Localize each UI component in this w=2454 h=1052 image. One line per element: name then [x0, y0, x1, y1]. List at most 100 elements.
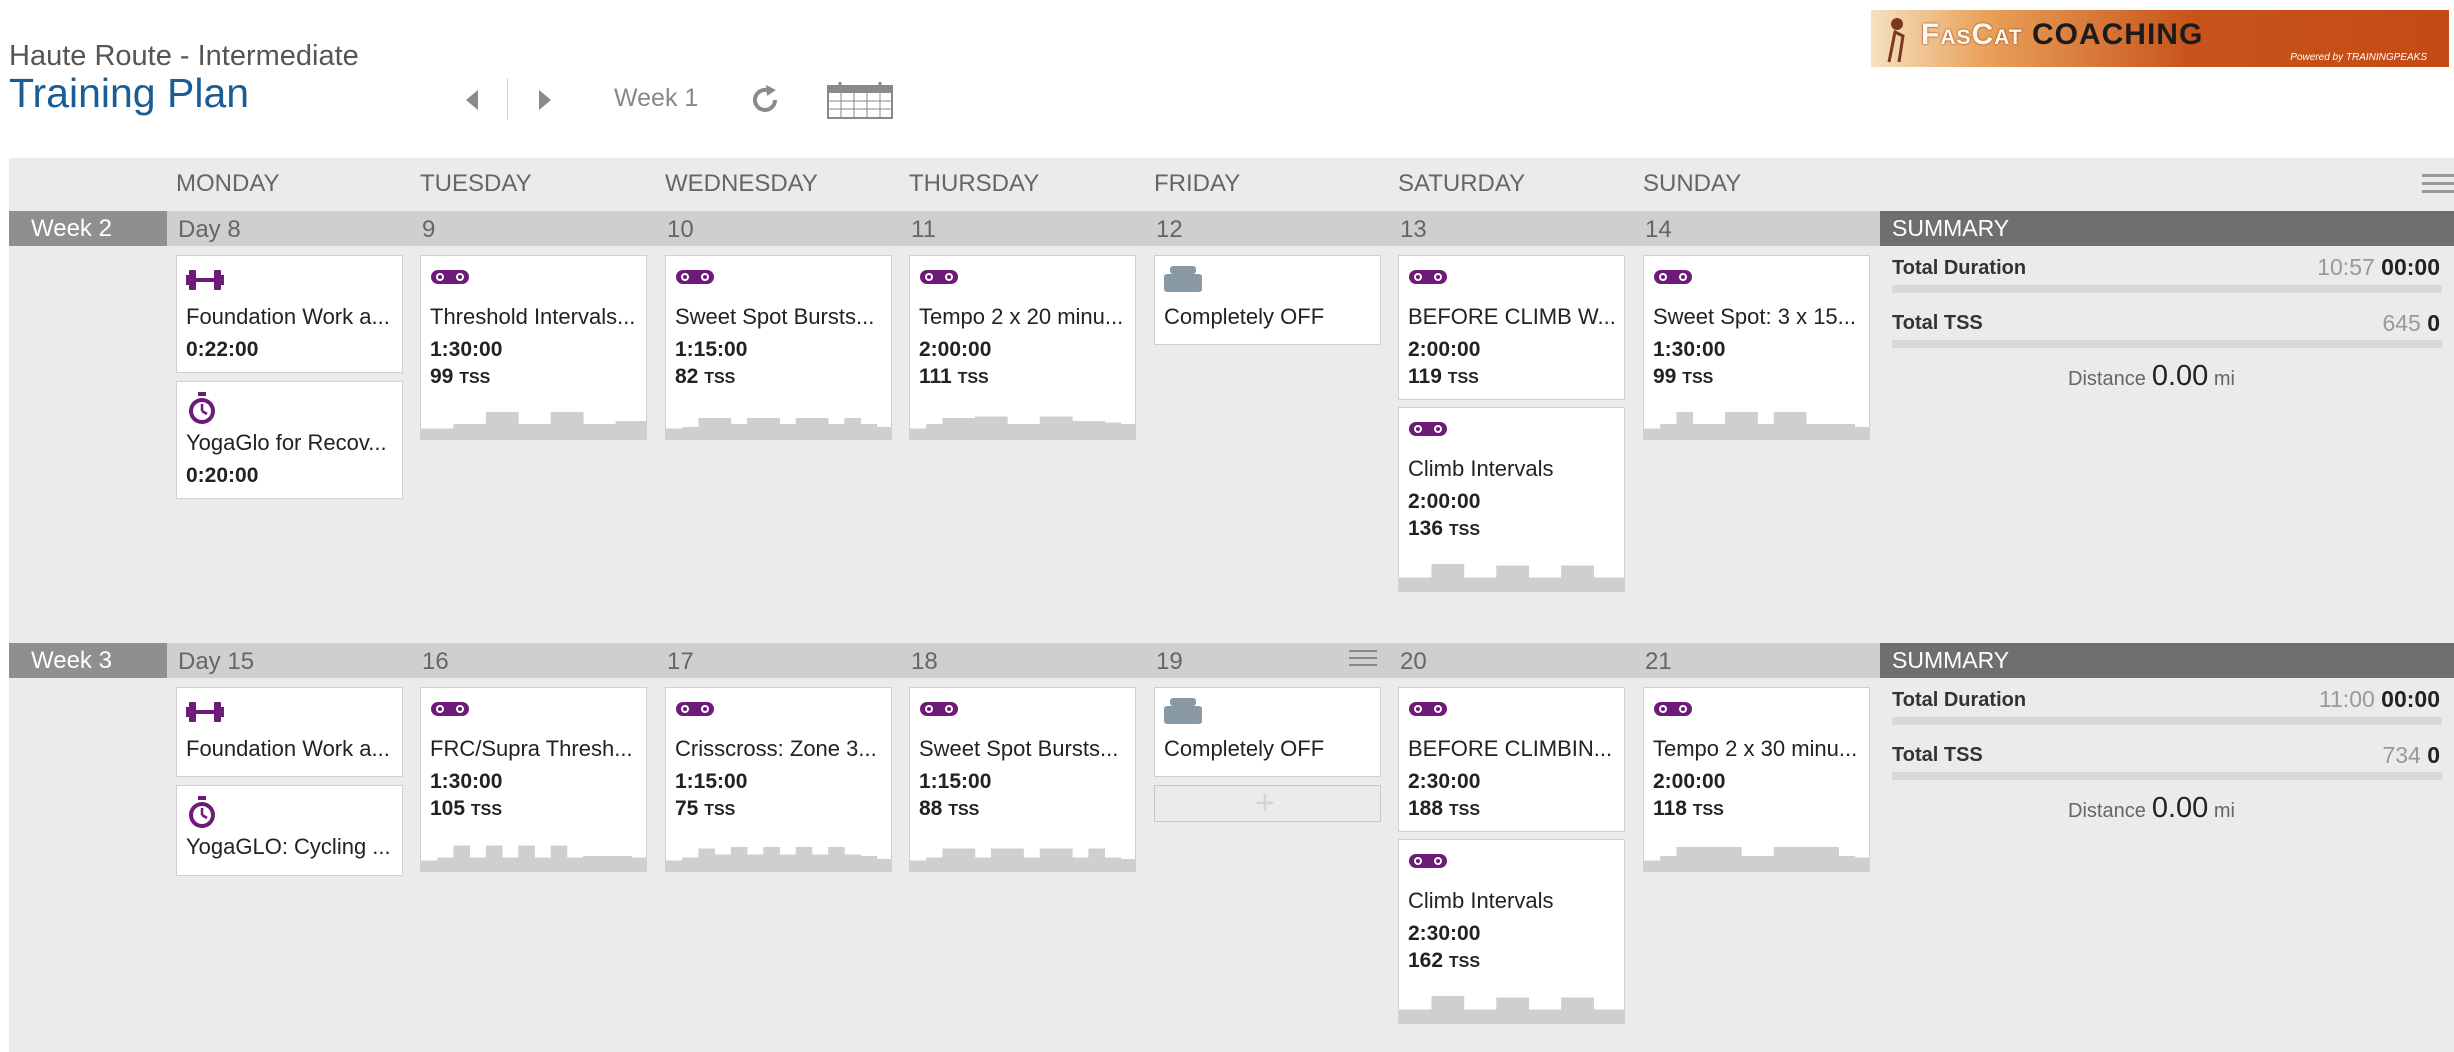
- profile-bar: [1480, 577, 1497, 591]
- total-tss-value: 645 0: [2382, 310, 2440, 337]
- workout-card[interactable]: Foundation Work a... 0:22:00: [176, 255, 403, 373]
- workout-card[interactable]: Climb Intervals 2:30:00 162 TSS: [1398, 839, 1625, 1024]
- previous-week-button[interactable]: [452, 82, 492, 118]
- workout-card[interactable]: BEFORE CLIMBIN... 2:30:00 188 TSS: [1398, 687, 1625, 832]
- profile-bar: [1773, 847, 1791, 871]
- profile-bar: [485, 845, 503, 871]
- distance-summary: Distance 0.00 mi: [2068, 360, 2235, 393]
- workout-profile-graph: [1399, 996, 1624, 1023]
- profile-bar: [1773, 412, 1791, 439]
- workout-title: Foundation Work a...: [186, 736, 390, 761]
- profile-bar: [876, 427, 891, 439]
- options-menu-button[interactable]: [2422, 172, 2454, 201]
- profile-bar: [437, 857, 454, 871]
- tss-progress-bar: [1892, 340, 2442, 348]
- workout-card[interactable]: Climb Intervals 2:00:00 136 TSS: [1398, 407, 1625, 592]
- tss-value: 105: [430, 797, 466, 820]
- day-number: 9: [422, 216, 436, 243]
- profile-bar: [1822, 847, 1839, 871]
- profile-bar: [1544, 577, 1562, 591]
- profile-bar: [828, 424, 845, 439]
- profile-bar: [583, 424, 600, 439]
- bike-icon: [919, 266, 959, 293]
- profile-bar: [1676, 847, 1694, 871]
- workout-duration: 2:30:00: [1408, 922, 1481, 945]
- profile-bar: [518, 845, 535, 871]
- workout-card[interactable]: YogaGLO: Cycling ...: [176, 785, 403, 876]
- profile-bar: [779, 854, 797, 871]
- workout-card[interactable]: BEFORE CLIMB W... 2:00:00 119 TSS: [1398, 255, 1625, 400]
- tss-unit: TSS: [704, 802, 736, 819]
- workout-card[interactable]: Tempo 2 x 20 minu... 2:00:00 111 TSS: [909, 255, 1136, 440]
- profile-bar: [1120, 859, 1135, 871]
- profile-bar: [1757, 856, 1775, 871]
- profile-bar: [974, 857, 992, 871]
- tss-value: 188: [1408, 797, 1444, 820]
- profile-bar: [860, 856, 878, 871]
- workout-card[interactable]: Sweet Spot Bursts... 1:15:00 82 TSS: [665, 255, 892, 440]
- workout-title: BEFORE CLIMBIN...: [1408, 736, 1613, 761]
- workout-card[interactable]: Sweet Spot: 3 x 15... 1:30:00 99 TSS: [1643, 255, 1870, 440]
- off-day-card[interactable]: Completely OFF: [1154, 687, 1381, 777]
- bike-icon: [430, 266, 470, 293]
- tss-unit: TSS: [1447, 370, 1479, 387]
- day-number: 17: [667, 648, 694, 675]
- workout-profile-graph: [666, 418, 891, 439]
- profile-bar: [1838, 856, 1856, 871]
- day-header-wednesday: WEDNESDAY: [665, 170, 818, 197]
- workout-profile-graph: [421, 412, 646, 439]
- calendar-picker-button[interactable]: [826, 80, 894, 120]
- profile-bar: [844, 418, 861, 439]
- distance-unit: mi: [2213, 368, 2235, 390]
- workout-card[interactable]: Foundation Work a...: [176, 687, 403, 777]
- day-number: 21: [1645, 648, 1672, 675]
- workout-duration: 1:30:00: [1653, 338, 1726, 361]
- workout-card[interactable]: Crisscross: Zone 3... 1:15:00 75 TSS: [665, 687, 892, 872]
- total-tss-value: 734 0: [2382, 742, 2440, 769]
- profile-bar: [1609, 1009, 1624, 1023]
- logo-powered-by: Powered by TRAININGPEAKS: [2290, 52, 2427, 63]
- distance-summary: Distance 0.00 mi: [2068, 792, 2235, 825]
- day-number: 13: [1400, 216, 1427, 243]
- profile-bar: [1708, 847, 1726, 871]
- profile-bar: [566, 412, 584, 439]
- profile-bar: [1055, 848, 1073, 871]
- profile-bar: [1072, 857, 1089, 871]
- workout-tss: 105 TSS: [430, 797, 502, 821]
- tss-value: 99: [430, 365, 454, 388]
- hamburger-icon: [2422, 174, 2454, 193]
- workout-card[interactable]: Tempo 2 x 30 minu... 2:00:00 118 TSS: [1643, 687, 1870, 872]
- current-week-label[interactable]: Week 1: [614, 84, 699, 112]
- add-workout-button[interactable]: +: [1154, 784, 1381, 822]
- profile-bar: [1088, 848, 1105, 871]
- workout-card[interactable]: Sweet Spot Bursts... 1:15:00 88 TSS: [909, 687, 1136, 872]
- profile-bar: [1789, 847, 1807, 871]
- off-icon: [1164, 266, 1202, 297]
- planned-tss: 645: [2382, 310, 2421, 336]
- profile-bar: [1431, 564, 1449, 591]
- tss-value: 99: [1653, 365, 1677, 388]
- profile-bar: [1088, 421, 1105, 439]
- workout-card[interactable]: Threshold Intervals... 1:30:00 99 TSS: [420, 255, 647, 440]
- workout-duration: 0:22:00: [186, 338, 259, 361]
- workout-card[interactable]: FRC/Supra Thresh... 1:30:00 105 TSS: [420, 687, 647, 872]
- workout-card[interactable]: YogaGlo for Recov... 0:20:00: [176, 381, 403, 499]
- refresh-button[interactable]: [745, 80, 785, 120]
- profile-bar: [1854, 427, 1869, 439]
- profile-bar: [1528, 1009, 1546, 1023]
- profile-bar: [469, 857, 487, 871]
- tss-unit: TSS: [957, 370, 989, 387]
- planned-tss: 734: [2382, 742, 2421, 768]
- plus-icon: +: [1255, 784, 1275, 822]
- tss-value: 119: [1408, 365, 1442, 388]
- profile-bar: [1447, 564, 1465, 591]
- total-tss-label: Total TSS: [1892, 744, 1983, 766]
- profile-bar: [1104, 857, 1122, 871]
- off-day-card[interactable]: Completely OFF: [1154, 255, 1381, 345]
- workout-title: FRC/Supra Thresh...: [430, 736, 633, 761]
- logo-text: FasCat COACHING: [1921, 18, 2203, 52]
- profile-bar: [958, 848, 976, 871]
- next-week-button[interactable]: [525, 82, 565, 118]
- day-options-button[interactable]: [1349, 648, 1377, 675]
- workout-profile-graph: [1644, 847, 1869, 871]
